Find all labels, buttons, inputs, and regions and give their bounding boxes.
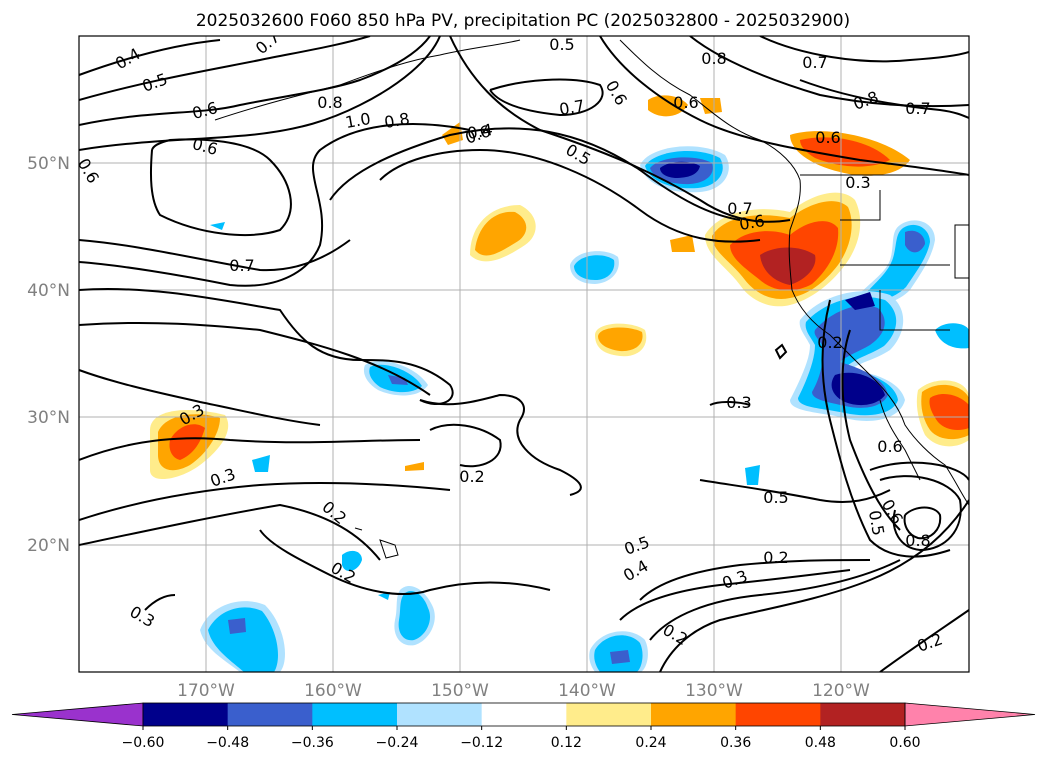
contour-label: 0.8: [701, 49, 726, 68]
contour-label: 0.2: [763, 548, 788, 567]
contour-label: 1.0: [344, 109, 372, 132]
colorbar-segment: [735, 703, 821, 726]
contour-label: 0.4: [466, 120, 494, 143]
colorbar-segment: [566, 703, 652, 726]
contour-label: 0.6: [738, 211, 766, 234]
colorbar-tick-label: 0.36: [720, 735, 751, 751]
lat-label: 30°N: [27, 408, 70, 428]
colorbar-segment: [143, 703, 229, 726]
precip-shading: [150, 95, 969, 672]
colorbar-segment: [227, 703, 313, 726]
colorbar-tick-label: 0.48: [805, 735, 836, 751]
contour-label: 0.8: [905, 531, 930, 550]
colorbar-tick-label: −0.36: [291, 735, 334, 751]
contour-label: 0.7: [905, 99, 930, 118]
contour-label: 0.7: [558, 96, 586, 119]
contour-label: 0.8: [317, 93, 342, 112]
contour-label: 0.2: [817, 333, 842, 352]
contour-label: 0.5: [549, 35, 574, 54]
lat-label: 50°N: [27, 154, 70, 174]
colorbar-extend-low: [11, 702, 144, 727]
colorbar-segment: [651, 703, 737, 726]
contour-label: 0.7: [229, 256, 254, 275]
colorbar-extend-high: [904, 702, 1036, 727]
colorbar-segment: [397, 703, 483, 726]
lon-label: 120°W: [812, 681, 870, 701]
pv-contours: [79, 36, 969, 672]
map-title: 2025032600 F060 850 hPa PV, precipitatio…: [196, 11, 850, 31]
contour-label: 0.5: [763, 488, 788, 507]
contour-label: 0.3: [845, 173, 870, 192]
contour-label: 0.7: [727, 199, 752, 218]
lon-label: 160°W: [304, 681, 362, 701]
contour-label: 0.6: [877, 437, 902, 456]
colorbar-tick-label: −0.48: [206, 735, 249, 751]
colorbar-frame: [142, 702, 906, 727]
lon-label: 130°W: [685, 681, 743, 701]
lon-label: 140°W: [558, 681, 616, 701]
colorbar-tick-label: 0.12: [551, 735, 582, 751]
lat-label: 40°N: [27, 281, 70, 301]
colorbar-tick-label: −0.12: [460, 735, 503, 751]
contour-label: 0.7: [802, 53, 827, 72]
latitude-labels: 50°N 40°N 30°N 20°N: [27, 154, 70, 556]
colorbar-segment: [481, 703, 567, 726]
map-frame: [78, 35, 970, 673]
colorbar-tick-label: 0.60: [889, 735, 920, 751]
lon-label: 170°W: [177, 681, 235, 701]
colorbar-tick-label: −0.60: [122, 735, 165, 751]
contour-label: 0.6: [815, 128, 840, 147]
colorbar-segment: [820, 703, 906, 726]
longitude-labels: 170°W 160°W 150°W 140°W 130°W 120°W: [177, 681, 870, 701]
contour-label: 0.2: [459, 467, 484, 486]
colorbar-segment: [312, 703, 398, 726]
contour-label: 0.6: [673, 93, 698, 112]
colorbar: −0.60 −0.48 −0.36 −0.24 −0.12 0.12 0.24 0.36 0.4…: [11, 702, 1036, 751]
contour-label: 0.5: [865, 509, 888, 537]
map-panel: 0.40.50.60.70.60.81.0 0.80.60.50.40.7 0.60…: [79, 35, 969, 672]
contour-label: 0.8: [383, 109, 411, 132]
colorbar-tick-label: −0.24: [376, 735, 419, 751]
contour-label: 0.3: [726, 393, 751, 412]
coastlines: [214, 39, 969, 559]
colorbar-tick-label: 0.24: [635, 735, 666, 751]
lon-label: 150°W: [431, 681, 489, 701]
lat-label: 20°N: [27, 536, 70, 556]
